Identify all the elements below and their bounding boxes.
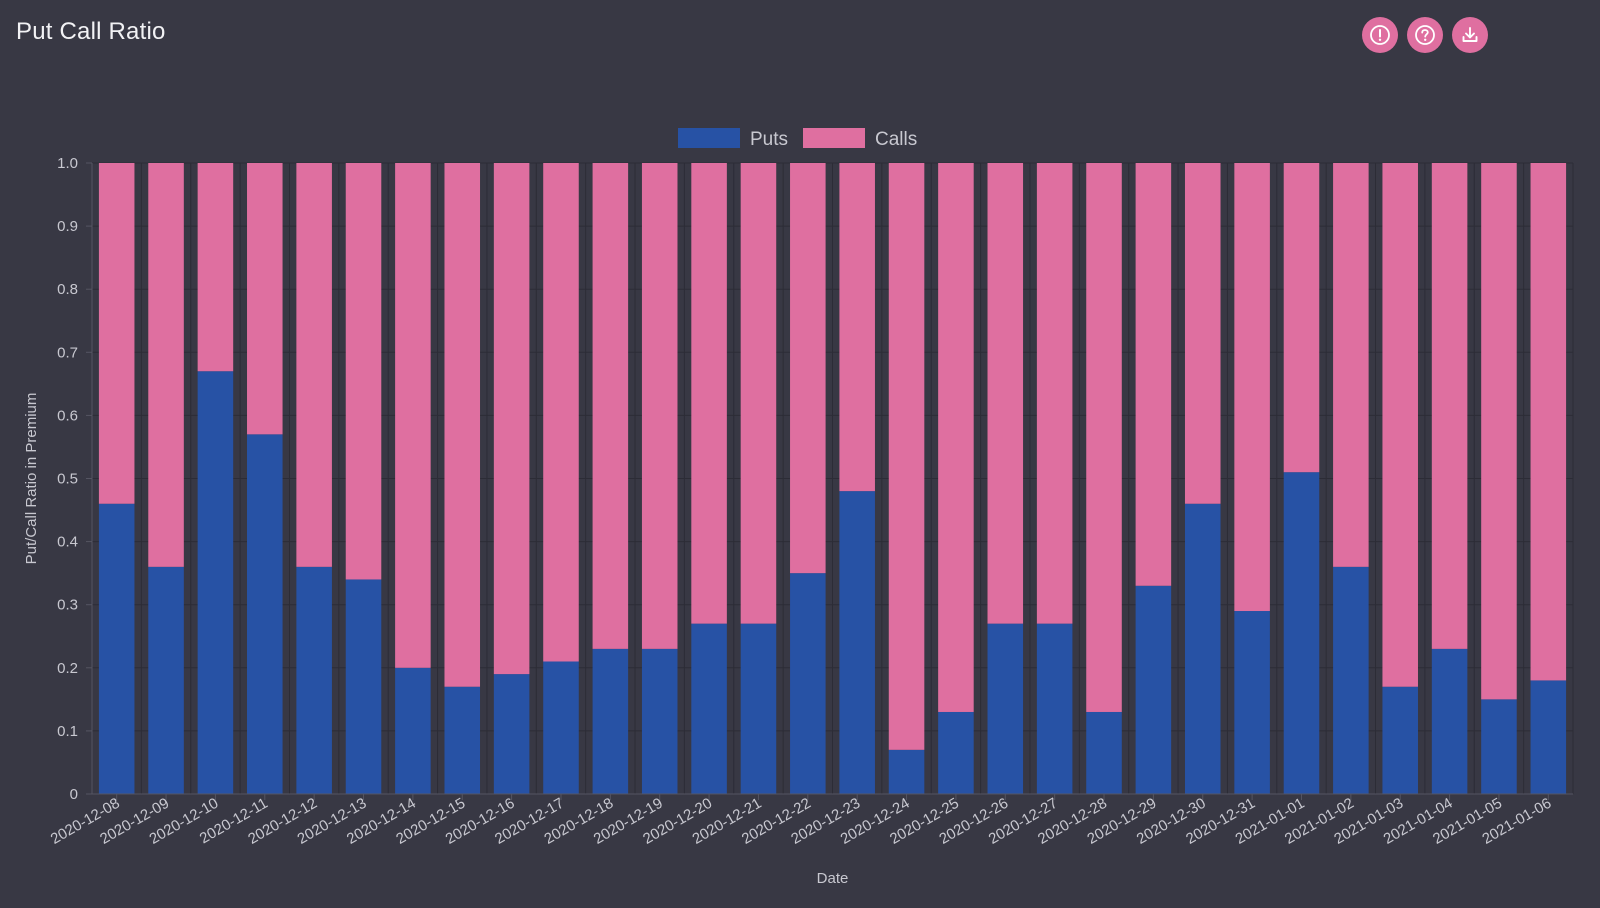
y-tick-label: 0.8 xyxy=(57,281,78,298)
bars xyxy=(98,163,1567,794)
bar-puts-2020-12-24[interactable] xyxy=(888,749,925,794)
legend-swatch-calls[interactable] xyxy=(803,128,865,148)
bar-puts-2020-12-25[interactable] xyxy=(938,711,974,794)
bar-calls-2020-12-14[interactable] xyxy=(395,163,431,668)
bar-puts-2020-12-18[interactable] xyxy=(592,648,629,794)
bar-calls-2020-12-21[interactable] xyxy=(740,163,777,624)
bar-puts-2021-01-04[interactable] xyxy=(1431,648,1468,794)
exclamation-circle-icon xyxy=(1370,25,1390,45)
bar-calls-2020-12-29[interactable] xyxy=(1135,163,1172,586)
y-tick-label: 0.3 xyxy=(57,597,78,614)
bar-puts-2020-12-08[interactable] xyxy=(98,503,135,794)
bar-calls-2020-12-20[interactable] xyxy=(691,163,727,624)
bar-calls-2020-12-10[interactable] xyxy=(197,163,234,372)
bar-calls-2021-01-05[interactable] xyxy=(1481,163,1517,700)
bar-calls-2020-12-09[interactable] xyxy=(148,163,184,567)
bar-puts-2020-12-21[interactable] xyxy=(740,623,777,794)
bar-calls-2020-12-12[interactable] xyxy=(296,163,332,567)
help-button[interactable] xyxy=(1407,17,1443,53)
y-tick-label: 0.4 xyxy=(57,534,78,551)
bar-puts-2021-01-05[interactable] xyxy=(1481,699,1517,794)
x-tick-labels: 2020-12-082020-12-092020-12-102020-12-11… xyxy=(48,794,1554,848)
bar-puts-2020-12-10[interactable] xyxy=(197,371,234,794)
legend-swatch-puts[interactable] xyxy=(678,128,740,148)
bar-calls-2020-12-26[interactable] xyxy=(987,163,1024,624)
y-tick-label: 0.9 xyxy=(57,218,78,235)
bar-puts-2021-01-01[interactable] xyxy=(1283,472,1320,794)
page-title: Put Call Ratio xyxy=(16,18,166,45)
legend-label-puts[interactable]: Puts xyxy=(750,129,788,150)
bar-calls-2020-12-16[interactable] xyxy=(493,163,530,675)
bar-calls-2020-12-08[interactable] xyxy=(98,163,135,504)
download-icon xyxy=(1462,27,1478,42)
bar-calls-2020-12-13[interactable] xyxy=(345,163,382,580)
bar-calls-2021-01-02[interactable] xyxy=(1333,163,1369,567)
bar-calls-2021-01-04[interactable] xyxy=(1431,163,1468,649)
bar-puts-2020-12-30[interactable] xyxy=(1184,503,1221,794)
bar-calls-2020-12-31[interactable] xyxy=(1234,163,1270,612)
bar-calls-2020-12-25[interactable] xyxy=(938,163,974,712)
bar-puts-2020-12-26[interactable] xyxy=(987,623,1024,794)
bar-puts-2021-01-02[interactable] xyxy=(1333,566,1369,794)
bar-puts-2021-01-03[interactable] xyxy=(1382,686,1418,794)
bar-calls-2020-12-28[interactable] xyxy=(1086,163,1122,712)
bar-calls-2021-01-01[interactable] xyxy=(1283,163,1320,473)
x-axis-title: Date xyxy=(817,870,849,887)
bar-calls-2020-12-22[interactable] xyxy=(790,163,826,574)
y-tick-label: 0.5 xyxy=(57,471,78,488)
bar-puts-2020-12-16[interactable] xyxy=(493,674,530,794)
bar-puts-2020-12-17[interactable] xyxy=(543,661,579,794)
bar-puts-2020-12-11[interactable] xyxy=(247,434,283,794)
download-button[interactable] xyxy=(1452,17,1488,53)
bar-puts-2020-12-09[interactable] xyxy=(148,566,184,794)
bar-calls-2020-12-18[interactable] xyxy=(592,163,629,649)
bar-calls-2020-12-24[interactable] xyxy=(888,163,925,750)
bar-puts-2020-12-13[interactable] xyxy=(345,579,382,794)
bar-puts-2020-12-12[interactable] xyxy=(296,566,332,794)
y-axis-title: Put/Call Ratio in Premium xyxy=(23,393,40,565)
bar-puts-2020-12-20[interactable] xyxy=(691,623,727,794)
bar-puts-2020-12-23[interactable] xyxy=(839,491,875,794)
y-tick-label: 0.2 xyxy=(57,660,78,677)
bar-calls-2020-12-23[interactable] xyxy=(839,163,875,492)
grid-lines xyxy=(91,162,1574,795)
bar-puts-2021-01-06[interactable] xyxy=(1530,680,1567,794)
legend: Puts Calls xyxy=(678,128,917,150)
bar-puts-2020-12-31[interactable] xyxy=(1234,611,1270,794)
alert-button[interactable] xyxy=(1362,17,1398,53)
toolbar xyxy=(1362,17,1488,53)
bar-calls-2020-12-19[interactable] xyxy=(641,163,678,649)
y-tick-label: 0.7 xyxy=(57,344,78,361)
y-tick-label: 0 xyxy=(70,786,78,803)
question-circle-icon xyxy=(1415,25,1435,45)
legend-label-calls[interactable]: Calls xyxy=(875,129,917,150)
bar-calls-2021-01-06[interactable] xyxy=(1530,163,1567,681)
bar-puts-2020-12-28[interactable] xyxy=(1086,711,1122,794)
y-tick-labels: 0 0.1 0.2 0.3 0.4 0.5 0.6 0.7 0.8 0.9 1.0 xyxy=(57,155,92,803)
bar-calls-2020-12-11[interactable] xyxy=(247,163,283,435)
y-tick-label: 0.1 xyxy=(57,723,78,740)
bar-puts-2020-12-14[interactable] xyxy=(395,667,431,794)
bar-calls-2020-12-27[interactable] xyxy=(1036,163,1073,624)
bar-calls-2021-01-03[interactable] xyxy=(1382,163,1418,687)
y-tick-label: 0.6 xyxy=(57,407,78,424)
bar-puts-2020-12-29[interactable] xyxy=(1135,585,1172,794)
bar-calls-2020-12-30[interactable] xyxy=(1184,163,1221,504)
bar-calls-2020-12-17[interactable] xyxy=(543,163,579,662)
bar-puts-2020-12-22[interactable] xyxy=(790,573,826,794)
bar-puts-2020-12-15[interactable] xyxy=(444,686,481,794)
bar-puts-2020-12-27[interactable] xyxy=(1036,623,1073,794)
bar-calls-2020-12-15[interactable] xyxy=(444,163,481,687)
y-tick-label: 1.0 xyxy=(57,155,78,172)
bar-puts-2020-12-19[interactable] xyxy=(641,648,678,794)
